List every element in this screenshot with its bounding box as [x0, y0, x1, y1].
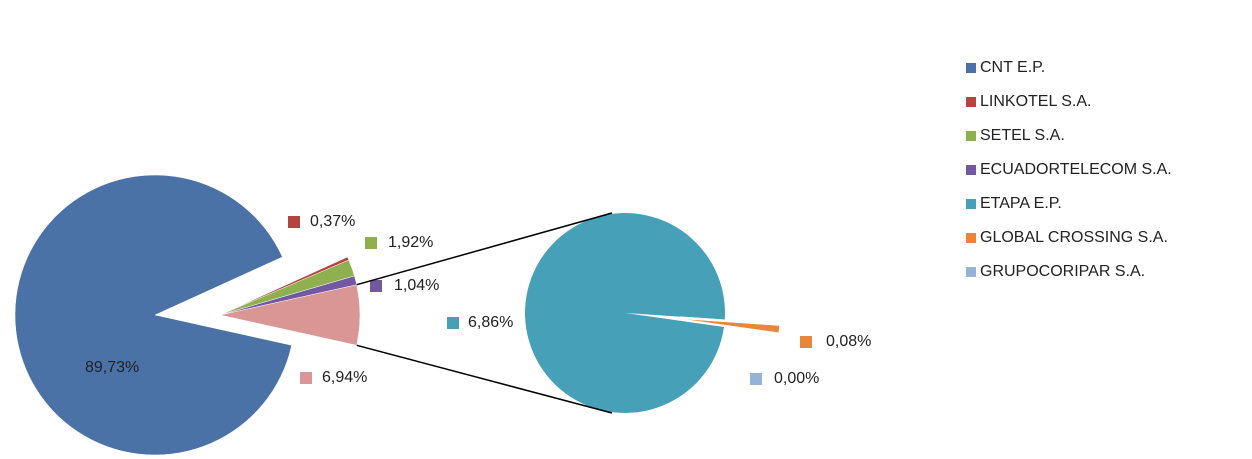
data-label: 1,92% [388, 234, 433, 251]
legend-label: ECUADORTELECOM S.A. [980, 161, 1172, 178]
label-key [365, 237, 377, 249]
legend-swatch [966, 199, 976, 209]
legend-label: CNT E.P. [980, 59, 1045, 76]
legend-label: LINKOTEL S.A. [980, 93, 1091, 110]
data-label: 0,37% [310, 213, 355, 230]
data-label: 0,08% [826, 333, 871, 350]
data-label: 89,73% [85, 359, 139, 376]
legend-swatch [966, 233, 976, 243]
legend-swatch [966, 63, 976, 73]
chart: 89,73% 0,37% 1,92% 1,04% 6,94% 6,86% 0,08% 0,00… [0, 0, 1252, 459]
legend-label: GRUPOCORIPAR S.A. [980, 263, 1145, 280]
label-key [300, 372, 312, 384]
legend-swatch [966, 131, 976, 141]
legend-label: GLOBAL CROSSING S.A. [980, 229, 1168, 246]
pie-slice [525, 213, 725, 413]
data-label: 6,94% [322, 369, 367, 386]
legend-swatch [966, 267, 976, 277]
data-label: 6,86% [468, 314, 513, 331]
data-label: 0,00% [774, 370, 819, 387]
label-key [800, 336, 812, 348]
label-key [288, 216, 300, 228]
legend-swatch [966, 97, 976, 107]
label-key [750, 373, 762, 385]
legend-label: ETAPA E.P. [980, 195, 1062, 212]
label-key [370, 280, 382, 292]
data-label: 1,04% [394, 277, 439, 294]
legend-swatch [966, 165, 976, 175]
label-key [447, 317, 459, 329]
legend-label: SETEL S.A. [980, 127, 1065, 144]
